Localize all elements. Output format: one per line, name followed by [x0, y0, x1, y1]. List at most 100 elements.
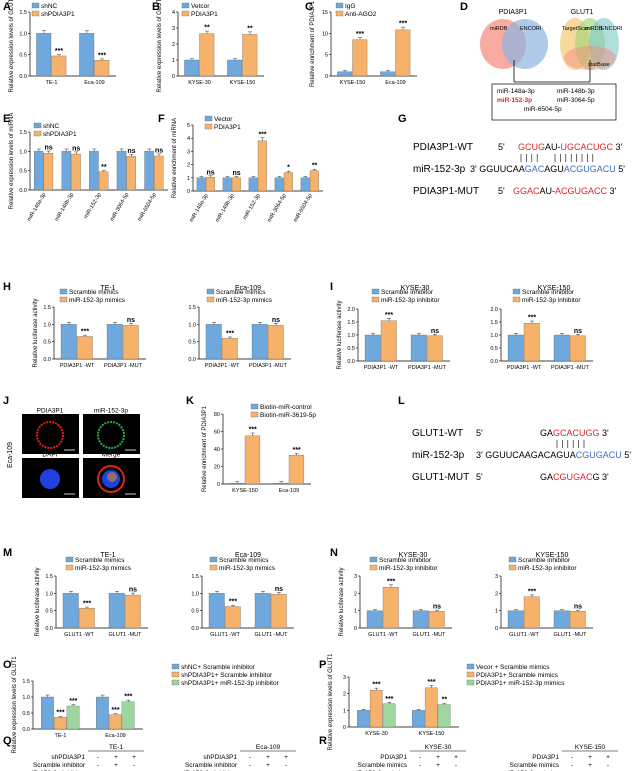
- x-tick-label: miR-148a-3p: [189, 193, 210, 224]
- significance-label: ***: [372, 682, 380, 689]
- bar: [507, 334, 524, 362]
- bar: [229, 482, 245, 485]
- legend-label: Biotin-miR-3619-5p: [260, 412, 316, 419]
- legend-swatch: [512, 296, 521, 303]
- legend-swatch: [508, 556, 517, 563]
- legend-swatch: [31, 10, 40, 17]
- legend-swatch: [209, 564, 218, 571]
- y-axis-label: Relative enrichment of miRNA: [172, 118, 178, 198]
- condition-sign: +: [454, 754, 458, 761]
- significance-label: ns: [433, 604, 441, 611]
- y-tick-label: 1.5: [45, 574, 53, 580]
- legend-swatch: [466, 671, 475, 678]
- y-tick-label: 3: [495, 574, 498, 580]
- bar: [116, 151, 127, 191]
- bar: [288, 454, 305, 485]
- condition-label: shPDIA3P1: [51, 754, 85, 761]
- legend-swatch: [65, 556, 74, 563]
- condition-sign: -: [97, 762, 99, 769]
- bar: [106, 324, 123, 360]
- y-tick-label: 1.5: [22, 679, 30, 685]
- bar: [244, 435, 261, 485]
- y-tick-label: 1.5: [19, 130, 27, 136]
- x-tick-label: PDIA3P1 -MUT: [104, 363, 143, 369]
- y-tick-label: 0.0: [188, 357, 196, 363]
- y-tick-label: 0.5: [19, 169, 27, 175]
- y-tick-label: 0.5: [490, 346, 498, 352]
- condition-sign: -: [419, 754, 421, 761]
- pdia3p1-wt-sequence-segment: 3': [613, 142, 623, 152]
- legend-swatch: [335, 10, 344, 17]
- significance-label: ***: [399, 21, 407, 28]
- bar: [124, 594, 141, 629]
- glut1-wt-sequence-segment: GA: [540, 428, 553, 438]
- venn-set-encori-left: [502, 19, 548, 69]
- y-tick-label: 0.5: [22, 711, 30, 717]
- y-tick-label: 2: [495, 591, 498, 597]
- venn-set-starbase: [564, 46, 616, 70]
- y-tick-label: 0.0: [490, 359, 498, 365]
- legend-label: shNC: [43, 123, 60, 130]
- legend-label: PDIA3P1+ Scramble mimics: [476, 672, 559, 679]
- y-tick-label: 60: [214, 430, 220, 436]
- y-tick-label: 1: [343, 708, 346, 714]
- cell-line-label: KYSE-30: [425, 744, 452, 751]
- bar: [380, 71, 396, 77]
- significance-label: **: [247, 25, 253, 32]
- venn-right-set-label: miRDB: [585, 26, 603, 32]
- chart-h1: 0.0 0.5 1.0 1.5 Relative luciferase activity…: [33, 285, 146, 369]
- panel-label-k: K: [186, 395, 194, 407]
- bar: [309, 170, 319, 192]
- panel-label-j: J: [3, 395, 9, 407]
- pdia3p1-wt-sequence-segment: AU-: [545, 142, 561, 152]
- legend-label: Scramble mimics: [75, 557, 125, 564]
- bar: [71, 153, 81, 191]
- pdia3p1-mut-sequence: 5' GGACAU-ACGUGACC 3': [498, 186, 617, 196]
- chart-p: 0 1 2 3 Relative expression levels of GLUT1 *…: [328, 653, 565, 751]
- chart-f: 0 1 2 3 4 5 Relative enrichment of miRNA ns miR-…: [172, 115, 323, 224]
- legend-label: Scramble mimics: [219, 557, 269, 564]
- legend-swatch: [209, 556, 218, 563]
- glut1-mut-sequence-segment: 5': [476, 472, 483, 482]
- x-tick-label: PDIA3P1 -MUT: [551, 365, 590, 371]
- x-tick-label: PDIA3P1 -WT: [60, 363, 95, 369]
- y-tick-label: 2: [343, 692, 346, 698]
- significance-label: ns: [127, 148, 135, 155]
- mir-152-3p-sequence-segment: AGU: [544, 164, 564, 174]
- y-axis-label: Relative expression levels of miRNA: [9, 113, 15, 210]
- significance-label: ns: [129, 587, 137, 594]
- legend-label: PDIA3P1: [191, 11, 218, 18]
- condition-sign: -: [285, 762, 287, 769]
- condition-sign: -: [133, 762, 135, 769]
- bar: [231, 177, 241, 192]
- condition-sign: -: [419, 762, 421, 769]
- legend-swatch: [33, 130, 42, 137]
- legend-swatch: [181, 2, 190, 9]
- legend-swatch: [371, 288, 380, 295]
- glut1-mut-sequence-segment: GA: [540, 472, 553, 482]
- fish-channel-label: PDIA3P1: [37, 408, 64, 415]
- fish-signal: [97, 465, 125, 493]
- pdia3p1-wt-sequence-segment: 5': [498, 142, 505, 152]
- y-tick-label: 2: [187, 163, 190, 169]
- y-tick-label: 3: [187, 149, 190, 155]
- bar: [89, 151, 99, 191]
- x-tick-label: Eca-109: [385, 80, 406, 86]
- panel-label-h: H: [3, 281, 11, 293]
- condition-label: PDIA3P1: [532, 754, 559, 761]
- x-tick-label: GLUT1 -MUT: [109, 632, 143, 638]
- legend-label: shPDIA3P1+ miR-152-3p inhibitor: [181, 680, 280, 687]
- pdia3p1-mut-sequence-segment: 5': [498, 186, 505, 196]
- bar: [553, 334, 570, 362]
- significance-label: ***: [427, 679, 435, 686]
- x-tick-label: Eca-109: [84, 80, 105, 86]
- bar: [126, 156, 136, 191]
- bar: [66, 705, 80, 730]
- glut1-wt-sequence-segment: 3': [600, 428, 610, 438]
- glut1-mut-sequence-segment: G 3': [593, 472, 610, 482]
- chart-c: 0 5 10 15 Relative enrichment of PDIA3P1 *** K…: [310, 0, 417, 87]
- fish-signal: [97, 421, 125, 449]
- condition-label: Scramble inhibitor: [185, 762, 238, 769]
- condition-label: shPDIA3P1: [203, 754, 237, 761]
